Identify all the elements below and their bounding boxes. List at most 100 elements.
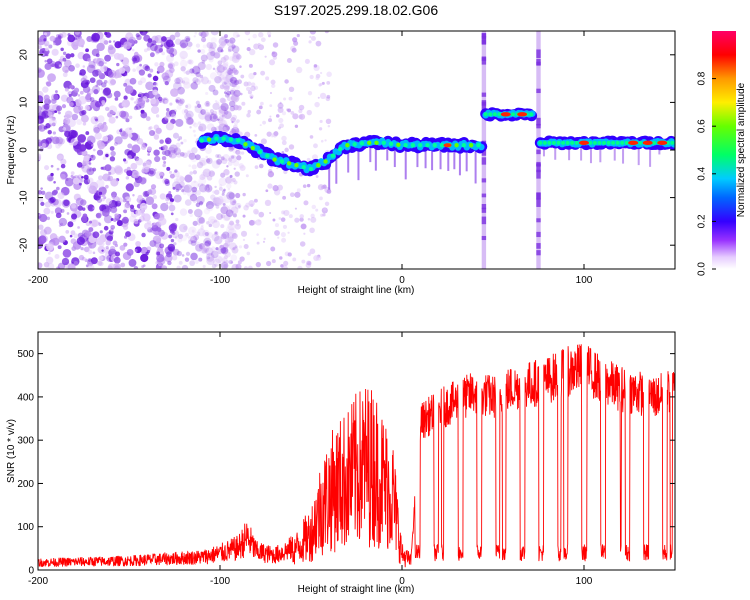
noise-blob xyxy=(200,31,207,38)
signal-track-core xyxy=(410,143,416,148)
signal-track-core xyxy=(279,159,285,164)
noise-blob xyxy=(108,44,114,51)
noise-blob xyxy=(156,256,166,266)
noise-blob xyxy=(38,111,47,120)
noise-blob xyxy=(309,248,316,255)
noise-blob xyxy=(215,154,219,158)
noise-blob xyxy=(212,190,216,194)
noise-blob xyxy=(170,212,174,216)
noise-blob xyxy=(176,250,182,257)
signal-track-core xyxy=(439,143,445,148)
noise-blob xyxy=(253,198,258,203)
noise-blob xyxy=(230,77,239,86)
noise-blob xyxy=(60,173,66,180)
noise-blob xyxy=(111,206,117,213)
noise-blob xyxy=(170,113,177,119)
noise-blob xyxy=(76,38,85,47)
noise-blob xyxy=(152,194,158,200)
noise-blob xyxy=(78,72,82,76)
noise-blob xyxy=(201,242,210,252)
noise-blob xyxy=(60,158,67,165)
noise-blob xyxy=(219,244,224,249)
noise-blob xyxy=(105,153,109,158)
noise-blob xyxy=(164,137,172,145)
noise-blob xyxy=(269,104,273,108)
noise-blob xyxy=(236,150,242,156)
noise-blob xyxy=(172,108,177,114)
noise-blob xyxy=(83,79,88,83)
noise-blob xyxy=(139,31,148,36)
noise-blob xyxy=(176,152,182,158)
noise-blob xyxy=(137,194,143,200)
noise-blob xyxy=(217,118,220,122)
signal-track-core xyxy=(337,146,343,152)
segment-2-core xyxy=(597,140,602,145)
noise-blob xyxy=(47,129,52,135)
noise-blob xyxy=(202,108,209,116)
noise-blob xyxy=(225,176,234,185)
noise-blob xyxy=(78,95,87,105)
noise-blob xyxy=(150,43,158,52)
noise-blob xyxy=(106,32,112,39)
noise-blob xyxy=(208,84,216,92)
noise-blob xyxy=(159,243,165,249)
noise-blob xyxy=(220,102,229,112)
noise-blob xyxy=(294,207,297,210)
noise-blob xyxy=(139,209,145,214)
noise-blob xyxy=(260,37,266,43)
noise-blob xyxy=(132,57,138,62)
noise-blob xyxy=(117,197,124,204)
noise-blob xyxy=(202,168,212,178)
snr-y-label: SNR (10 * v/v) xyxy=(6,419,17,483)
noise-blob xyxy=(136,34,142,41)
noise-blob xyxy=(219,84,225,90)
noise-blob xyxy=(121,132,129,140)
noise-blob xyxy=(62,72,68,78)
noise-blob xyxy=(210,171,215,176)
noise-blob xyxy=(217,117,224,124)
noise-blob xyxy=(227,70,232,75)
noise-blob xyxy=(204,232,209,237)
noise-blob xyxy=(109,146,115,151)
signal-track-core xyxy=(367,140,372,146)
noise-blob xyxy=(94,101,102,108)
noise-blob xyxy=(229,100,236,108)
noise-blob xyxy=(175,142,181,148)
signal-track-core xyxy=(345,143,350,148)
track-streak xyxy=(357,147,360,181)
noise-blob xyxy=(205,100,210,104)
noise-blob xyxy=(162,75,171,84)
track-streak xyxy=(374,146,377,171)
noise-blob xyxy=(135,241,141,247)
noise-blob xyxy=(87,57,91,62)
noise-blob xyxy=(65,230,70,234)
noise-blob xyxy=(247,81,252,86)
noise-blob xyxy=(212,113,215,116)
noise-blob xyxy=(115,251,121,257)
noise-blob xyxy=(67,34,76,43)
noise-blob xyxy=(288,86,295,93)
noise-blob xyxy=(79,90,84,95)
noise-blob xyxy=(222,190,226,194)
noise-blob xyxy=(104,54,112,62)
noise-blob xyxy=(193,200,197,204)
segment-2-core xyxy=(570,140,575,145)
noise-blob xyxy=(204,115,213,123)
noise-blob xyxy=(218,198,224,205)
noise-blob xyxy=(41,110,50,119)
noise-blob xyxy=(51,122,56,127)
noise-blob xyxy=(222,66,227,71)
noise-blob xyxy=(195,43,201,48)
noise-blob xyxy=(218,109,226,117)
noise-blob xyxy=(183,71,187,74)
noise-blob xyxy=(240,92,243,96)
track-streak xyxy=(453,149,456,170)
noise-blob xyxy=(158,262,162,266)
signal-track-core xyxy=(403,143,408,148)
noise-blob xyxy=(262,120,266,125)
noise-blob xyxy=(139,63,142,67)
noise-blob xyxy=(227,45,234,52)
noise-blob xyxy=(38,119,41,124)
track-streak xyxy=(347,149,350,173)
